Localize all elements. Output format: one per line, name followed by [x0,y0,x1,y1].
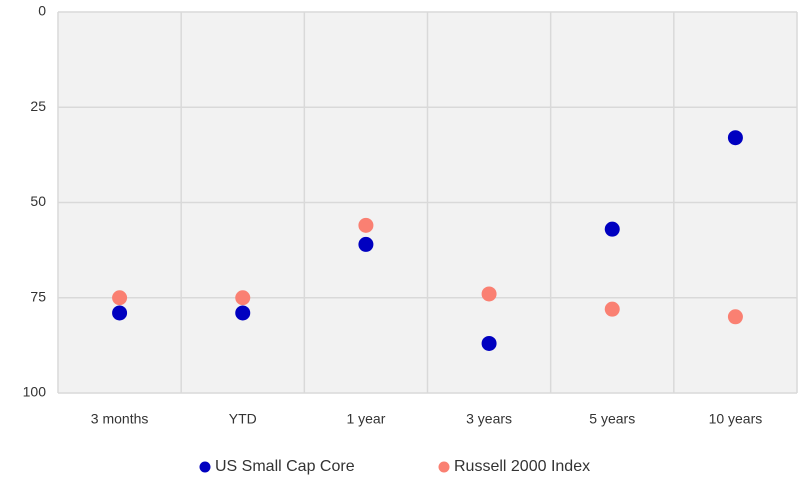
dot [358,217,374,233]
dot [481,286,497,302]
dot [112,305,128,321]
y-tick-label: 75 [30,288,46,304]
dot [727,130,743,146]
y-tick-label: 0 [38,3,46,19]
dot [604,221,620,237]
dot [358,236,374,252]
x-tick-label: 1 year [346,411,385,427]
dot [112,290,128,306]
dot [481,335,497,351]
y-tick-label: 25 [30,98,46,114]
legend-label: Russell 2000 Index [454,458,590,475]
y-tick-label: 50 [30,193,46,209]
dot [727,309,743,325]
x-tick-label: 10 years [709,411,763,427]
dot [235,305,251,321]
legend-swatch [438,461,450,473]
x-tick-label: 3 years [466,411,512,427]
dot [604,301,620,317]
dot [235,290,251,306]
y-tick-label: 100 [23,384,47,400]
legend-swatch [199,461,211,473]
legend-label: US Small Cap Core [215,458,355,475]
x-tick-label: 5 years [589,411,635,427]
x-tick-label: 3 months [91,411,149,427]
x-tick-label: YTD [229,411,257,427]
